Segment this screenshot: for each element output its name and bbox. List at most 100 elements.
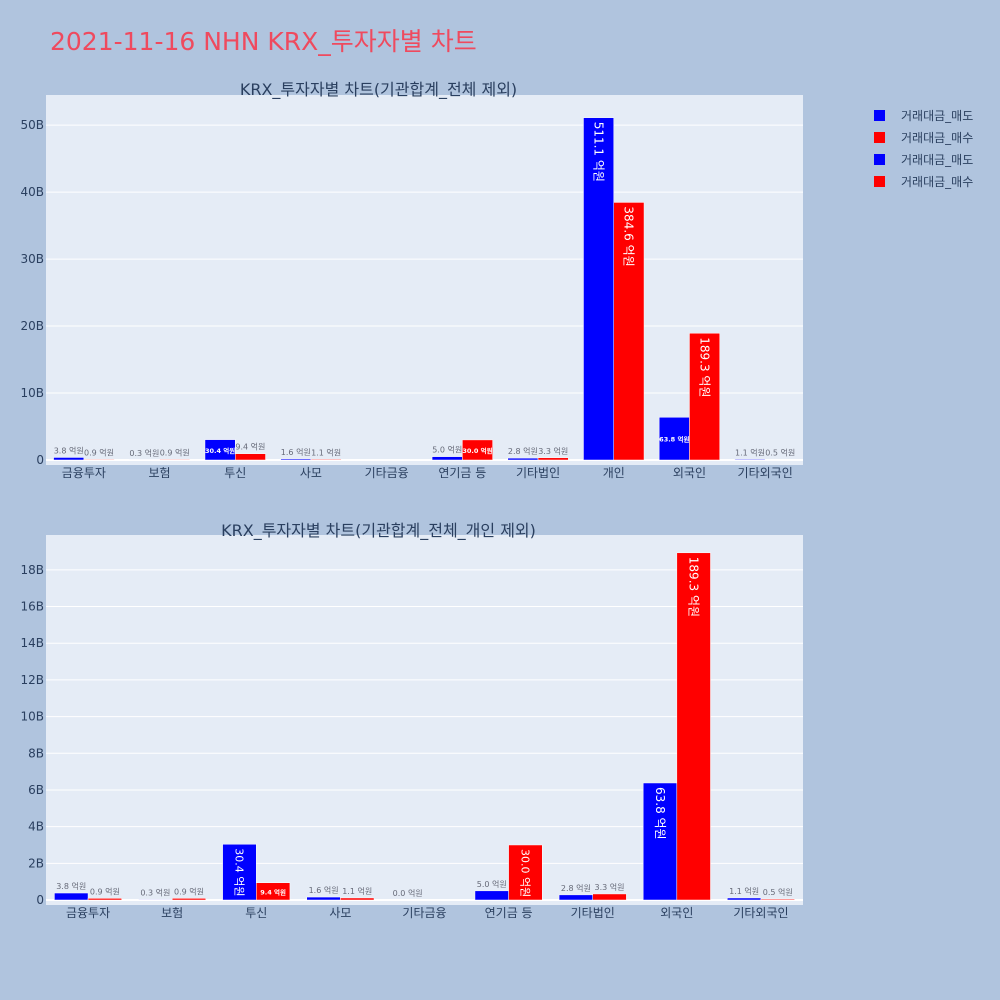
data-label: 0.3 억원 [129, 448, 159, 458]
page-title: 2021-11-16 NHN KRX_투자자별 차트 [50, 27, 477, 56]
y-tick-label: 20B [20, 319, 44, 333]
y-tick-label: 30B [20, 252, 44, 266]
bar-sell[interactable] [658, 417, 690, 461]
bar-buy[interactable] [159, 459, 191, 461]
y-tick-label: 0 [36, 893, 44, 907]
bar-sell[interactable] [138, 899, 173, 901]
y-tick-label: 18B [20, 563, 44, 577]
bar-buy[interactable] [689, 332, 720, 461]
legend-item-sell-2[interactable]: 거래대금_매도 [874, 148, 973, 170]
legend[interactable]: 거래대금_매도 거래대금_매수 거래대금_매도 거래대금_매수 [874, 104, 973, 192]
x-tick-label: 보험 [161, 906, 183, 920]
data-label: 30.4 억원 [205, 446, 235, 455]
legend-label-buy-1: 거래대금_매수 [901, 130, 974, 145]
bar-buy[interactable] [235, 453, 266, 461]
bar-buy[interactable] [340, 897, 375, 901]
chart-title: KRX_투자자별 차트(기관합계_전체 제외) [240, 80, 517, 100]
bar-buy[interactable] [537, 457, 569, 461]
bar-sell[interactable] [53, 457, 85, 461]
legend-label-sell-1: 거래대금_매도 [901, 108, 974, 123]
data-label: 0.0 억원 [393, 888, 423, 898]
legend-item-buy-1[interactable]: 거래대금_매수 [874, 126, 973, 148]
chart-title: KRX_투자자별 차트(기관합계_전체_개인 제외) [221, 521, 536, 541]
x-tick-label: 개인 [603, 466, 625, 480]
bar-buy[interactable] [760, 898, 795, 901]
x-tick-label: 외국인 [660, 906, 693, 920]
x-tick-label: 기타외국인 [733, 906, 788, 920]
y-tick-label: 8B [28, 746, 44, 760]
bar-buy[interactable] [256, 882, 291, 901]
bar-sell[interactable] [280, 458, 312, 461]
y-tick-label: 10B [20, 710, 44, 724]
bar-sell[interactable] [727, 897, 762, 901]
data-label: 0.3 억원 [140, 887, 170, 897]
data-label: 0.9 억원 [90, 886, 120, 896]
data-label: 9.4 억원 [235, 442, 265, 452]
data-label: 511.1 억원 [591, 122, 605, 182]
x-tick-label: 연기금 등 [438, 466, 486, 480]
x-tick-label: 투신 [224, 466, 246, 480]
x-tick-label: 연기금 등 [485, 906, 533, 920]
y-tick-label: 0 [36, 453, 44, 467]
data-label: 3.3 억원 [538, 446, 568, 456]
y-tick-label: 4B [28, 820, 44, 834]
chart-1: 0 10B 20B 30B 40B 50B KRX_투자자별 차트(기관합계_전체 제외) 금… [20, 80, 803, 480]
y-tick-label: 14B [20, 636, 44, 650]
bar-sell[interactable] [222, 843, 257, 901]
data-label: 0.9 억원 [84, 447, 114, 457]
bar-buy[interactable] [592, 893, 627, 901]
chart-2: 0 2B 4B 6B 8B 10B 12B 14B 16B 18B KRX_투자자별 차트(기관합계… [20, 521, 803, 920]
x-tick-label: 기타법인 [516, 466, 560, 480]
bar-sell[interactable] [642, 782, 678, 901]
data-label: 63.8 억원 [659, 435, 689, 444]
x-tick-label: 외국인 [673, 466, 706, 480]
bar-buy[interactable] [83, 459, 115, 461]
data-label: 9.4 억원 [260, 887, 286, 896]
bar-sell[interactable] [558, 894, 593, 901]
y-tick-label: 40B [20, 185, 44, 199]
bar-buy[interactable] [87, 898, 122, 901]
data-label: 189.3 억원 [686, 557, 700, 617]
data-label: 1.1 억원 [342, 886, 372, 896]
bar-sell[interactable] [204, 439, 236, 461]
y-tick-label: 16B [20, 600, 44, 614]
bar-sell[interactable] [507, 457, 539, 461]
legend-swatch-buy-1 [874, 131, 885, 143]
bar-buy[interactable] [676, 552, 711, 901]
bar-sell[interactable] [431, 456, 463, 461]
bar-sell[interactable] [734, 459, 766, 461]
data-label: 1.6 억원 [309, 885, 339, 895]
legend-item-buy-2[interactable]: 거래대금_매수 [874, 170, 973, 192]
x-tick-label: 사모 [300, 466, 322, 480]
plot-area-1 [46, 95, 803, 465]
bar-buy[interactable] [508, 844, 543, 901]
bar-sell[interactable] [54, 892, 89, 901]
data-label: 2.8 억원 [508, 446, 538, 456]
data-label: 0.5 억원 [765, 448, 795, 458]
bar-sell[interactable] [306, 896, 341, 901]
x-tick-label: 보험 [149, 466, 171, 480]
data-label: 0.9 억원 [160, 447, 190, 457]
bar-buy[interactable] [462, 439, 493, 461]
x-tick-label: 사모 [329, 906, 351, 920]
data-label: 3.8 억원 [54, 445, 84, 455]
bar-sell[interactable] [474, 890, 509, 901]
x-tick-label: 기타외국인 [738, 466, 793, 480]
legend-swatch-sell-1 [874, 109, 885, 121]
bar-sell[interactable] [583, 117, 614, 461]
bar-buy[interactable] [171, 898, 207, 901]
data-label: 0.5 억원 [763, 887, 793, 897]
x-tick-label: 기타금융 [365, 466, 409, 480]
data-label: 5.0 억원 [477, 879, 507, 889]
legend-label-sell-2: 거래대금_매도 [901, 152, 974, 167]
data-label: 63.8 억원 [653, 787, 667, 840]
data-label: 3.8 억원 [56, 881, 86, 891]
bar-buy[interactable] [613, 202, 645, 461]
x-tick-label: 금융투자 [62, 466, 106, 480]
legend-swatch-sell-2 [874, 153, 885, 165]
bar-buy[interactable] [310, 459, 342, 461]
legend-item-sell-1[interactable]: 거래대금_매도 [874, 104, 973, 126]
y-tick-label: 50B [20, 118, 44, 132]
data-label: 1.6 억원 [281, 447, 311, 457]
